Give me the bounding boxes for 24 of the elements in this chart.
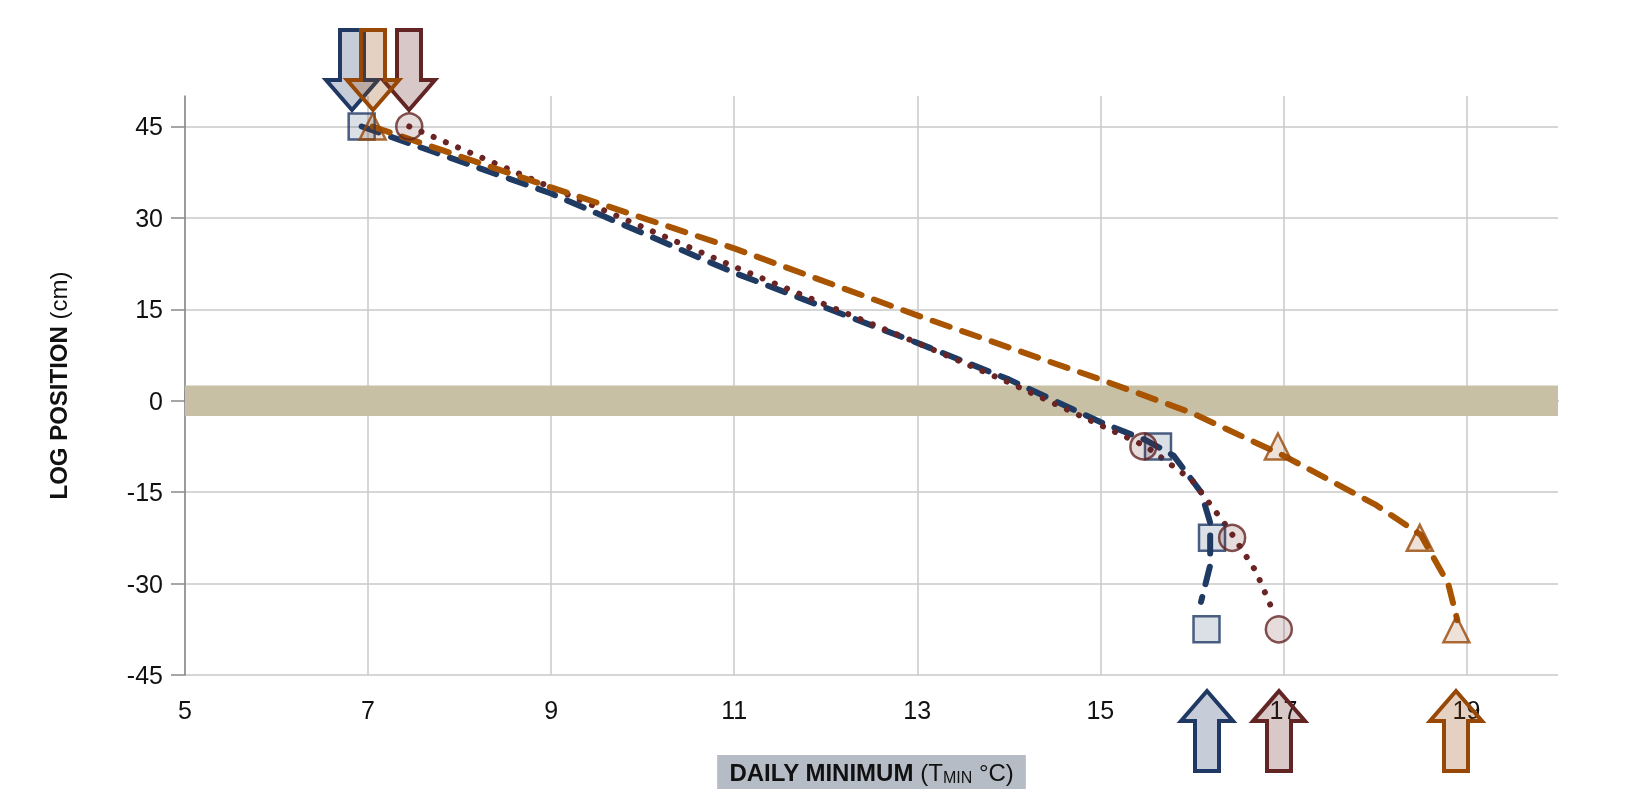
x-tick-label: 15 bbox=[1086, 695, 1115, 724]
x-axis-title: DAILY MINIMUM (TMIN °C) bbox=[729, 758, 1014, 786]
y-tick-label: 30 bbox=[135, 203, 163, 232]
y-axis-title: LOG POSITION (cm) bbox=[44, 271, 72, 500]
point bbox=[395, 112, 424, 141]
x-tick-label: 13 bbox=[903, 695, 932, 724]
y-tick-label: 15 bbox=[135, 295, 163, 324]
point bbox=[1217, 523, 1247, 553]
point bbox=[1405, 523, 1435, 553]
point bbox=[1129, 432, 1158, 461]
y-tick-label: 0 bbox=[149, 386, 163, 415]
y-tick-label: 45 bbox=[135, 112, 163, 141]
y-tick-label: -30 bbox=[126, 569, 163, 598]
point bbox=[358, 112, 387, 141]
x-tick-label: 7 bbox=[361, 695, 376, 724]
x-tick-label: 9 bbox=[544, 695, 559, 724]
point bbox=[1264, 615, 1294, 644]
x-tick-label: 5 bbox=[178, 695, 192, 724]
point bbox=[1263, 432, 1293, 461]
x-tick-label: 11 bbox=[721, 695, 748, 724]
point bbox=[1442, 615, 1471, 644]
y-tick-label: -15 bbox=[126, 478, 163, 507]
point bbox=[1192, 615, 1221, 644]
y-tick-label: -45 bbox=[126, 661, 163, 689]
